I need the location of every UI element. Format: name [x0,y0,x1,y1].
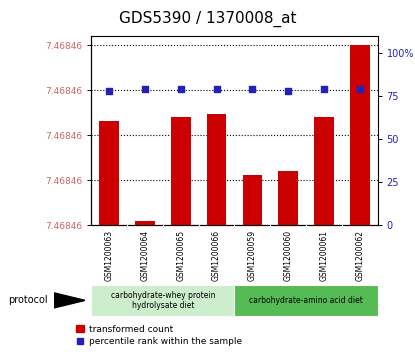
Point [249,87,256,93]
Bar [135,221,155,225]
Point [321,87,327,93]
Text: GSM1200060: GSM1200060 [284,229,293,281]
Text: carbohydrate-whey protein
hydrolysate diet: carbohydrate-whey protein hydrolysate di… [111,291,215,310]
Text: GSM1200061: GSM1200061 [320,229,328,281]
Bar [242,175,262,225]
Point [285,88,291,94]
Polygon shape [54,293,85,308]
Bar [99,121,119,225]
Text: protocol: protocol [8,295,48,305]
Bar [350,45,370,225]
Text: GDS5390 / 1370008_at: GDS5390 / 1370008_at [119,11,296,27]
Legend: transformed count, percentile rank within the sample: transformed count, percentile rank withi… [75,324,243,347]
Point [356,87,363,93]
Text: GSM1200062: GSM1200062 [355,229,364,281]
Bar [171,117,190,225]
Text: GSM1200066: GSM1200066 [212,229,221,281]
Point [142,87,148,93]
Bar [207,114,227,225]
Point [106,88,112,94]
Text: GSM1200064: GSM1200064 [141,229,149,281]
Text: GSM1200065: GSM1200065 [176,229,185,281]
Point [178,87,184,93]
Text: carbohydrate-amino acid diet: carbohydrate-amino acid diet [249,296,363,305]
Bar [234,285,378,316]
Bar [278,171,298,225]
Text: GSM1200063: GSM1200063 [105,229,114,281]
Bar [314,117,334,225]
Text: GSM1200059: GSM1200059 [248,229,257,281]
Point [213,87,220,93]
Bar [91,285,234,316]
